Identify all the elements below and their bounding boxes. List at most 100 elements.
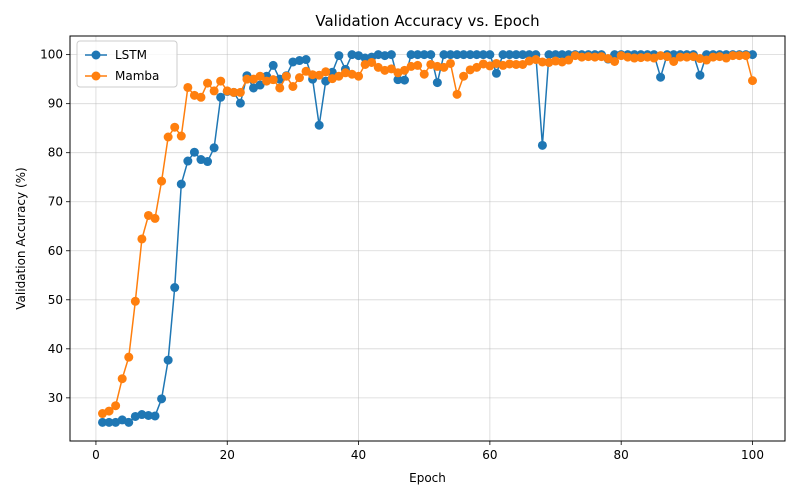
data-point-mamba [117, 374, 127, 384]
data-point-mamba [130, 296, 140, 306]
data-point-lstm [137, 410, 147, 420]
data-point-mamba [275, 83, 285, 93]
data-point-mamba [163, 132, 173, 142]
data-point-lstm [393, 75, 403, 85]
x-tick-label: 20 [220, 448, 235, 462]
y-tick-label: 50 [48, 293, 63, 307]
data-point-mamba [209, 86, 219, 96]
data-point-lstm [498, 50, 508, 60]
data-point-mamba [564, 55, 574, 65]
data-point-mamba [137, 234, 147, 244]
data-point-mamba [741, 51, 751, 61]
data-point-mamba [452, 89, 462, 99]
data-point-lstm [334, 51, 344, 61]
data-point-mamba [170, 122, 180, 132]
data-point-lstm [505, 50, 515, 60]
data-point-mamba [734, 51, 744, 61]
data-point-lstm [314, 120, 324, 130]
data-point-lstm [511, 50, 521, 60]
data-point-mamba [354, 71, 364, 81]
legend-label-lstm: LSTM [115, 48, 147, 62]
data-point-lstm [347, 50, 357, 60]
data-point-mamba [629, 53, 639, 63]
data-point-mamba [669, 57, 679, 66]
data-point-mamba [242, 74, 252, 84]
data-point-lstm [439, 50, 449, 60]
chart-title: Validation Accuracy vs. Epoch [315, 12, 539, 30]
data-point-lstm [432, 78, 442, 88]
y-tick-label: 70 [48, 195, 63, 209]
plot-frame [69, 35, 786, 442]
data-point-mamba [445, 58, 455, 68]
data-point-mamba [511, 59, 521, 69]
data-point-mamba [150, 213, 160, 223]
data-point-lstm [610, 50, 620, 60]
data-point-mamba [708, 52, 718, 62]
data-point-lstm [255, 80, 265, 90]
data-point-mamba [413, 60, 423, 70]
data-point-lstm [544, 50, 554, 60]
data-point-mamba [321, 67, 331, 77]
data-point-mamba [590, 52, 600, 62]
data-point-mamba [662, 52, 672, 62]
data-point-lstm [209, 143, 219, 153]
data-point-lstm [426, 50, 436, 60]
data-point-lstm [124, 417, 134, 427]
data-point-lstm [472, 50, 482, 60]
data-point-mamba [577, 52, 587, 62]
data-point-mamba [196, 92, 206, 102]
data-point-lstm [537, 140, 547, 150]
x-tick-label: 80 [614, 448, 629, 462]
data-point-mamba [642, 52, 652, 62]
data-point-lstm [478, 50, 488, 60]
legend-label-mamba: Mamba [115, 69, 159, 83]
data-point-mamba [367, 57, 377, 67]
data-point-mamba [656, 51, 666, 61]
data-point-lstm [518, 50, 528, 60]
y-axis-label: Validation Accuracy (%) [14, 167, 28, 309]
data-point-lstm [386, 50, 396, 60]
data-point-lstm [189, 147, 199, 157]
data-point-mamba [255, 71, 265, 81]
data-point-mamba [728, 51, 738, 61]
data-point-lstm [327, 67, 337, 77]
data-point-mamba [400, 65, 410, 75]
data-point-lstm [163, 355, 173, 365]
data-point-lstm [301, 55, 311, 65]
data-point-mamba [229, 87, 239, 97]
data-point-lstm [656, 72, 666, 82]
data-point-lstm [419, 50, 429, 60]
legend-marker-lstm [91, 50, 101, 60]
data-point-lstm [268, 60, 278, 70]
data-point-mamba [583, 52, 593, 62]
data-point-lstm [452, 50, 462, 60]
data-point-lstm [551, 50, 561, 60]
x-tick-label: 100 [741, 448, 764, 462]
data-point-lstm [465, 50, 475, 60]
data-point-lstm [98, 417, 107, 427]
axis-ticks: 0 20 40 60 80 100 30 40 50 60 70 80 90 100 [40, 48, 764, 462]
x-tick-label: 60 [482, 448, 497, 462]
data-point-lstm [143, 411, 153, 420]
x-tick-label: 40 [351, 448, 366, 462]
data-point-mamba [675, 52, 685, 62]
data-point-mamba [682, 52, 692, 62]
data-point-lstm [170, 283, 180, 293]
data-point-lstm [157, 394, 167, 404]
data-point-mamba [235, 87, 245, 97]
legend-marker-mamba [91, 71, 101, 81]
data-point-mamba [294, 73, 304, 83]
data-point-mamba [281, 71, 291, 81]
series-mamba [98, 51, 757, 419]
data-point-mamba [439, 62, 449, 72]
data-point-lstm [203, 157, 213, 167]
data-point-lstm [695, 70, 705, 80]
data-point-lstm [216, 92, 226, 102]
data-point-lstm [104, 417, 114, 427]
x-tick-label: 0 [92, 448, 100, 462]
y-tick-label: 90 [48, 97, 63, 111]
series-layer [98, 50, 757, 427]
data-point-mamba [537, 57, 547, 67]
y-tick-label: 40 [48, 342, 63, 356]
